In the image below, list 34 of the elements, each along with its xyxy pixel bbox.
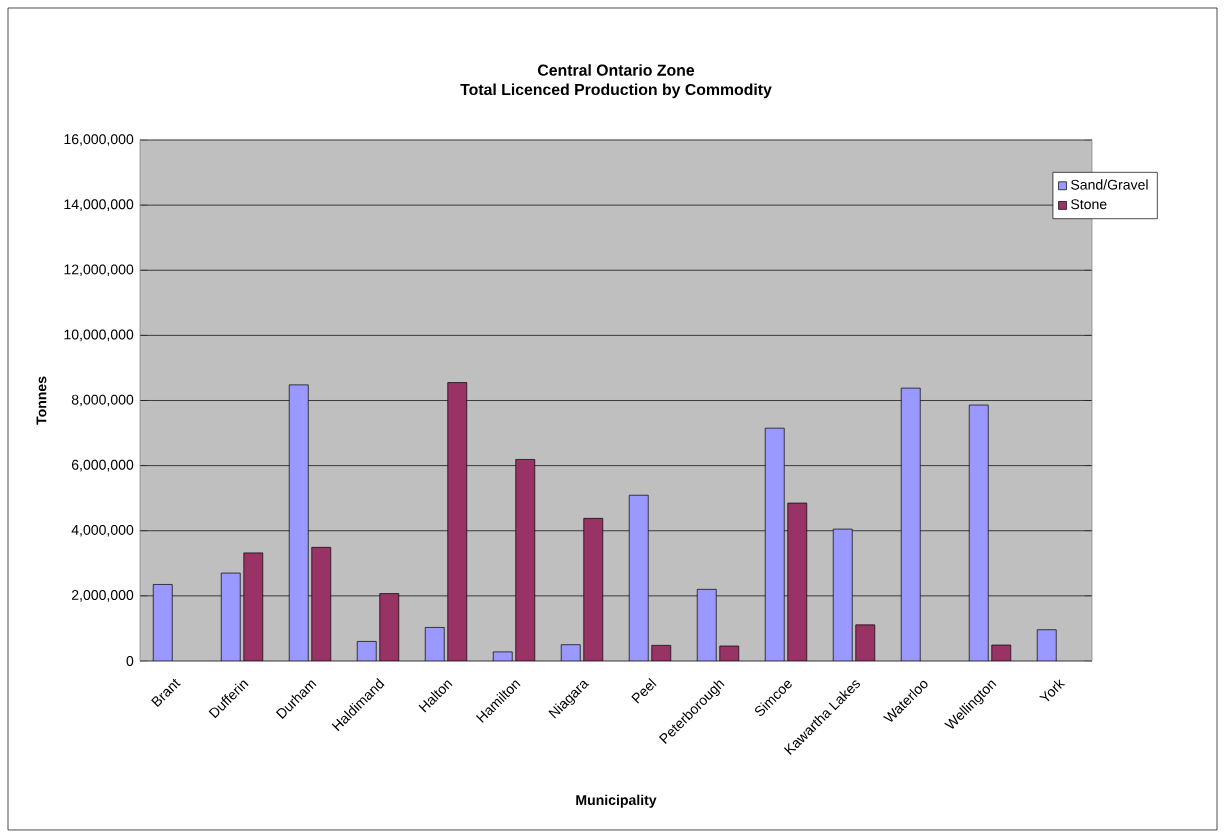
bar [447, 382, 468, 661]
bar [424, 627, 445, 661]
x-tick-label: York [1039, 679, 1066, 702]
bar [900, 387, 921, 661]
legend-label: Sand/Gravel [1071, 179, 1148, 190]
bar [220, 572, 241, 661]
bar [515, 459, 536, 661]
bar [152, 584, 173, 661]
bar [288, 384, 309, 661]
y-tick-label: 6,000,000 [71, 459, 134, 472]
bar [855, 624, 876, 661]
bar [787, 502, 808, 661]
y-tick-label: 12,000,000 [64, 264, 134, 277]
bar [583, 518, 604, 661]
bar [1036, 629, 1057, 661]
bar [379, 593, 400, 661]
chart-title: Central Ontario Zone Total Licenced Production by Commodity [460, 64, 772, 99]
bar [628, 494, 649, 661]
y-axis-title: Tonnes [36, 376, 47, 425]
bar [696, 589, 717, 661]
y-tick-label: 0 [126, 656, 134, 666]
y-tick-label: 8,000,000 [71, 394, 134, 407]
y-tick-label: 14,000,000 [64, 199, 134, 211]
y-tick-label: 16,000,000 [64, 134, 134, 146]
y-tick-label: 10,000,000 [64, 329, 134, 342]
y-tick-label: 2,000,000 [71, 590, 134, 602]
bar [832, 528, 853, 661]
bar [311, 547, 332, 661]
legend-label: Stone [1071, 199, 1107, 210]
y-tick-label: 4,000,000 [71, 524, 134, 537]
x-axis-title: Municipality [576, 794, 657, 808]
bar [764, 427, 785, 661]
bar [243, 552, 264, 661]
bar [968, 404, 989, 661]
